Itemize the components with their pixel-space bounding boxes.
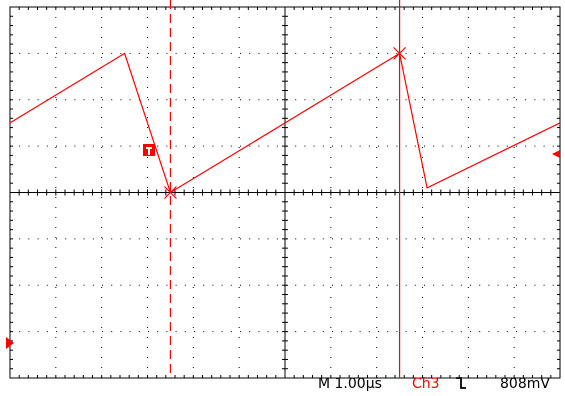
marker-stroke <box>393 46 407 60</box>
channel-label[interactable]: Ch3 <box>412 376 440 392</box>
trigger-level-readout: 808mV <box>500 376 550 392</box>
trigger-level-arrow-icon[interactable] <box>552 150 560 158</box>
graticule <box>9 6 561 379</box>
trigger-position-T-icon[interactable] <box>143 144 155 156</box>
cursor-point-marker-1 <box>163 186 177 199</box>
cursor-point-marker-2 <box>393 46 407 60</box>
trace-layer <box>9 46 561 199</box>
cursor-lines[interactable] <box>169 0 401 378</box>
falling-edge-icon[interactable] <box>455 376 469 396</box>
channel-ground-marker-icon[interactable] <box>6 337 14 349</box>
timebase-readout: M 1.00µs <box>318 376 382 392</box>
waveform-trace <box>9 52 561 194</box>
marker-layer <box>6 144 560 349</box>
marker-stroke <box>163 186 177 199</box>
